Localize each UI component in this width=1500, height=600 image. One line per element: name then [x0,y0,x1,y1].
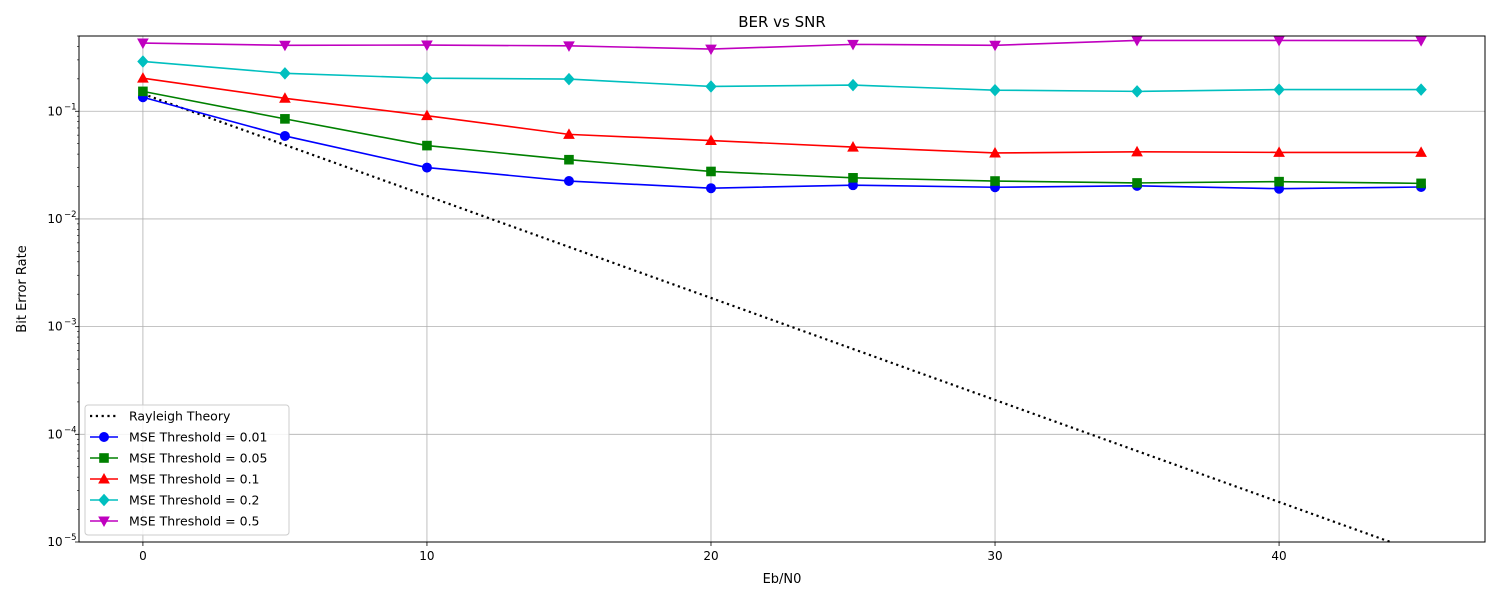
x-tick-label: 40 [1271,549,1286,563]
data-point [280,114,290,124]
legend-box [84,404,290,536]
data-point [1132,178,1142,188]
data-point [705,134,717,146]
series-line [142,96,1422,190]
y-tick-label: 10 [47,427,62,441]
data-point [1131,145,1143,157]
series-line [142,60,1422,93]
y-axis-label: Bit Error Rate [15,245,30,332]
series-line [142,77,1422,154]
y-tick-exponent: −5 [64,533,77,543]
data-point [138,86,148,97]
x-tick-label: 30 [987,549,1002,563]
series-line [142,90,1422,185]
data-point [705,80,717,93]
data-point [137,55,149,68]
data-point [705,183,716,194]
x-tick-label: 20 [703,549,718,563]
legend-label: MSE Threshold = 0.2 [129,493,260,508]
data-point [563,41,575,52]
legend-marker [98,493,110,507]
grid-lines [79,36,1485,542]
y-axis-ticks: 10−510−410−310−210−1 [47,35,79,549]
legend-label: MSE Threshold = 0.5 [129,514,260,529]
y-tick-exponent: −4 [64,425,77,435]
legend-marker [98,516,110,528]
data-point [279,92,291,103]
data-point [564,154,574,165]
data-point [1415,146,1427,157]
data-point [279,130,290,141]
data-point [563,128,575,139]
data-point [1415,36,1427,47]
y-tick-label: 10 [47,212,62,226]
data-point [847,39,859,51]
chart-title: BER vs SNR [738,13,826,31]
data-point [1274,176,1284,187]
data-point [279,67,291,80]
legend-marker [99,453,109,463]
y-tick-exponent: −2 [64,210,77,220]
data-point [279,40,291,52]
data-point [421,162,432,173]
data-point [563,72,575,86]
plot-frame [78,35,1486,543]
x-axis-ticks: 0 10 20 30 40 [139,542,1287,563]
data-point [1131,85,1143,98]
series-4 [137,55,1427,98]
theory-curve [142,92,1391,544]
data-point [1416,178,1426,189]
legend-label: MSE Threshold = 0.01 [129,430,267,445]
data-point [706,166,716,177]
y-tick-exponent: −1 [64,102,77,112]
x-tick-label: 0 [139,549,147,563]
data-point [422,140,432,151]
data-point [847,78,859,92]
legend-label: MSE Threshold = 0.1 [129,472,260,487]
data-point [989,146,1001,158]
legend-marker [99,432,109,442]
legend-marker [98,472,110,484]
data-point [705,44,717,56]
data-point [1415,83,1427,96]
y-tick-exponent: −3 [64,318,77,328]
x-tick-label: 10 [419,549,434,563]
data-point [989,40,1001,52]
data-point [847,141,859,152]
data-point [421,71,433,85]
series-line [142,39,1422,50]
series-5 [137,35,1427,56]
series-2 [138,86,1426,189]
data-point [421,109,433,121]
series-1 [137,92,1427,194]
data-point [990,176,1000,186]
data-point [421,40,433,52]
data-point [137,72,149,83]
rayleigh-theory-line [142,92,1391,544]
legend: Rayleigh Theory MSE Threshold = 0.01 MSE T… [84,404,290,536]
data-point [563,176,574,187]
legend-label: Rayleigh Theory [129,409,231,424]
y-tick-label: 10 [47,535,62,549]
data-point [989,83,1001,97]
y-tick-label: 10 [47,320,62,334]
series-group [137,35,1427,194]
x-axis-label: Eb/N0 [763,572,802,587]
data-point [137,38,149,50]
y-tick-label: 10 [47,104,62,118]
data-point [848,173,858,183]
series-3 [137,72,1427,158]
data-point [1273,146,1285,157]
data-point [1273,83,1285,96]
legend-label: MSE Threshold = 0.05 [129,451,267,466]
